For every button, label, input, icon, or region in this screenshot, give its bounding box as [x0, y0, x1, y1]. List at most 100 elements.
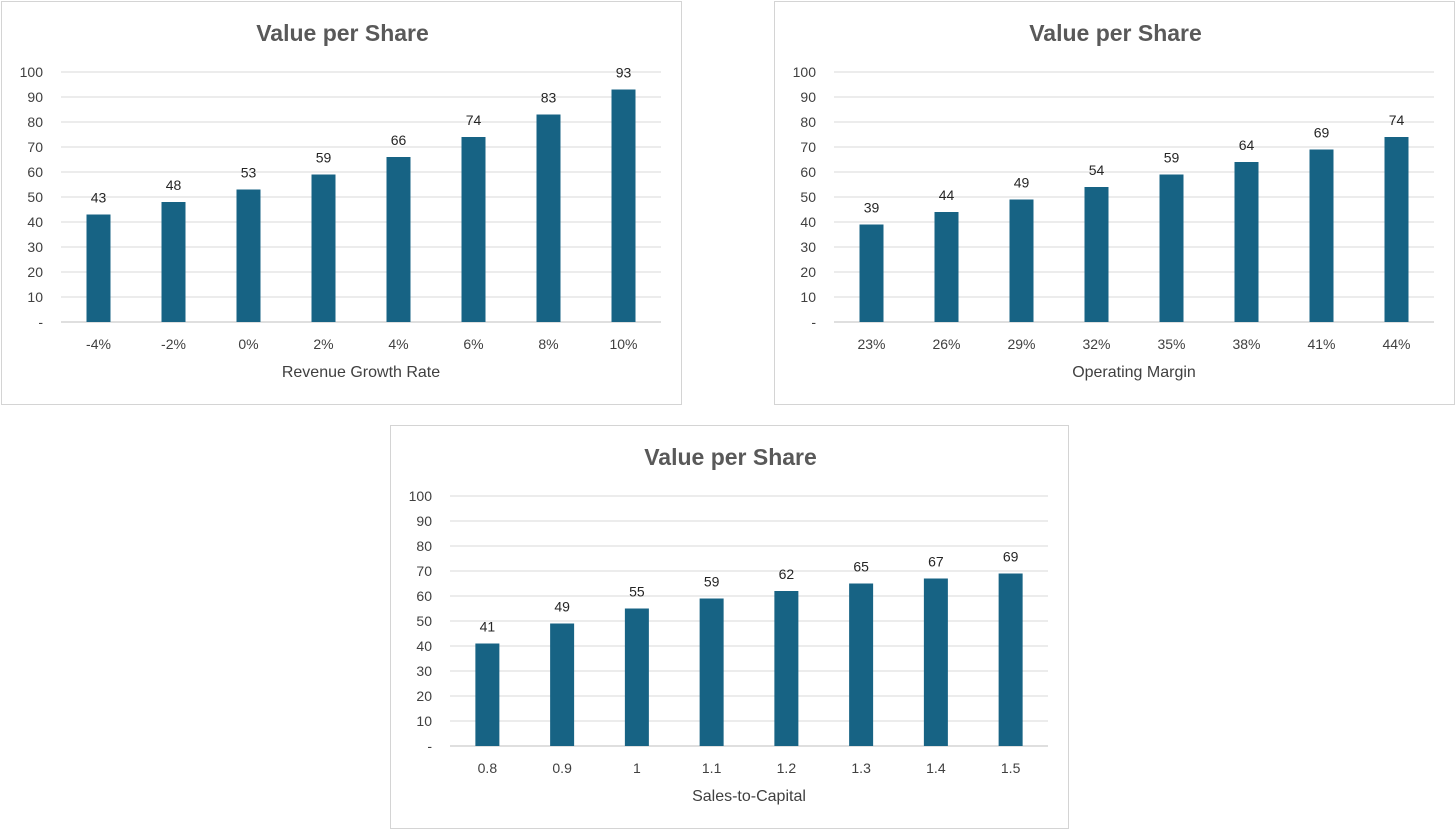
y-tick-label: 20	[416, 688, 432, 704]
bar	[1084, 187, 1109, 322]
chart-sales-to-capital: Value per Share - 10 20 30 40 50 60 70 80 90 100 41 0…	[390, 425, 1069, 829]
bar	[550, 623, 575, 746]
x-tick-label: 44%	[1382, 336, 1410, 352]
x-axis-title: Operating Margin	[1072, 364, 1196, 381]
y-tick-label: 10	[27, 289, 43, 305]
y-tick-label: 70	[27, 139, 43, 155]
y-tick-label: 100	[793, 64, 817, 80]
data-label: 64	[1239, 137, 1255, 153]
y-tick-label: 70	[800, 139, 816, 155]
data-label: 93	[616, 65, 632, 81]
y-tick-label: 50	[416, 613, 432, 629]
x-axis-title: Revenue Growth Rate	[282, 364, 440, 381]
chart-title: Value per Share	[1029, 20, 1202, 46]
data-label: 44	[939, 187, 955, 203]
data-label: 62	[779, 566, 795, 582]
y-tick-label: 90	[800, 89, 816, 105]
x-tick-label: 1.1	[702, 760, 722, 776]
x-tick-label: 38%	[1232, 336, 1260, 352]
bar	[849, 583, 874, 746]
bar	[536, 114, 561, 322]
x-tick-label: 35%	[1157, 336, 1185, 352]
data-label: 59	[704, 574, 720, 590]
y-tick-label: 10	[416, 713, 432, 729]
y-tick-label: 80	[27, 114, 43, 130]
data-label: 53	[241, 165, 257, 181]
data-label: 83	[541, 90, 557, 106]
data-label: 74	[466, 112, 482, 128]
bar	[311, 174, 336, 322]
chart-revenue-growth: Value per Share - 10 20 30 40 50 60 70 80 90 100 43 -…	[1, 1, 682, 405]
x-tick-label: 1.2	[777, 760, 797, 776]
data-label: 48	[166, 177, 182, 193]
y-tick-label: 20	[800, 264, 816, 280]
data-label: 66	[391, 132, 407, 148]
x-tick-label: 1.4	[926, 760, 946, 776]
bar	[1009, 199, 1034, 322]
y-tick-label: -	[38, 314, 43, 330]
bar	[998, 573, 1023, 746]
chart-svg: Value per Share - 10 20 30 40 50 60 70 80 90 100 43 -…	[20, 20, 661, 381]
x-tick-label: 32%	[1082, 336, 1110, 352]
y-tick-label: 90	[416, 513, 432, 529]
x-tick-label: 6%	[463, 336, 483, 352]
data-label: 49	[554, 599, 570, 615]
data-label: 59	[1164, 150, 1180, 166]
x-tick-label: 1	[633, 760, 641, 776]
bar	[386, 157, 411, 322]
y-tick-label: 10	[800, 289, 816, 305]
y-tick-label: -	[811, 314, 816, 330]
data-label: 41	[480, 619, 496, 635]
y-tick-label: 50	[27, 189, 43, 205]
y-tick-label: 30	[416, 663, 432, 679]
x-tick-label: 10%	[609, 336, 637, 352]
bar	[624, 608, 649, 746]
data-label: 43	[91, 190, 107, 206]
chart-svg: Value per Share - 10 20 30 40 50 60 70 80 90 100 41 0…	[409, 444, 1048, 805]
bar	[1384, 137, 1409, 322]
y-tick-label: 60	[416, 588, 432, 604]
x-tick-label: 4%	[388, 336, 408, 352]
bar	[236, 189, 261, 322]
bar	[1159, 174, 1184, 322]
bar	[774, 591, 799, 746]
data-label: 69	[1003, 549, 1019, 565]
bar	[161, 202, 186, 322]
y-tick-label: 30	[27, 239, 43, 255]
data-label: 39	[864, 200, 880, 216]
x-tick-label: 0.9	[552, 760, 572, 776]
y-tick-label: 70	[416, 563, 432, 579]
y-tick-label: 50	[800, 189, 816, 205]
y-tick-label: 90	[27, 89, 43, 105]
bar	[86, 214, 111, 322]
bar	[461, 137, 486, 322]
bar	[1234, 162, 1259, 322]
data-label: 54	[1089, 162, 1105, 178]
y-tick-label: 100	[20, 64, 44, 80]
x-tick-label: 29%	[1007, 336, 1035, 352]
data-label: 69	[1314, 125, 1330, 141]
bar	[611, 89, 636, 322]
data-label: 65	[853, 559, 869, 575]
x-tick-label: 1.5	[1001, 760, 1021, 776]
y-tick-label: 60	[800, 164, 816, 180]
data-label: 49	[1014, 175, 1030, 191]
x-tick-label: 2%	[313, 336, 333, 352]
chart-svg: Value per Share - 10 20 30 40 50 60 70 80 90 100 39 2…	[793, 20, 1434, 381]
chart-operating-margin: Value per Share - 10 20 30 40 50 60 70 80 90 100 39 2…	[774, 1, 1455, 405]
bar	[859, 224, 884, 322]
data-label: 74	[1389, 112, 1405, 128]
x-tick-label: 0.8	[478, 760, 498, 776]
bar	[699, 598, 724, 746]
y-tick-label: 100	[409, 488, 433, 504]
bar	[1309, 149, 1334, 322]
data-label: 59	[316, 150, 332, 166]
y-tick-label: 40	[416, 638, 432, 654]
bar	[475, 643, 500, 746]
data-label: 67	[928, 554, 944, 570]
y-tick-label: 80	[800, 114, 816, 130]
x-axis-title: Sales-to-Capital	[692, 788, 806, 805]
x-tick-label: 0%	[238, 336, 258, 352]
y-tick-label: 20	[27, 264, 43, 280]
